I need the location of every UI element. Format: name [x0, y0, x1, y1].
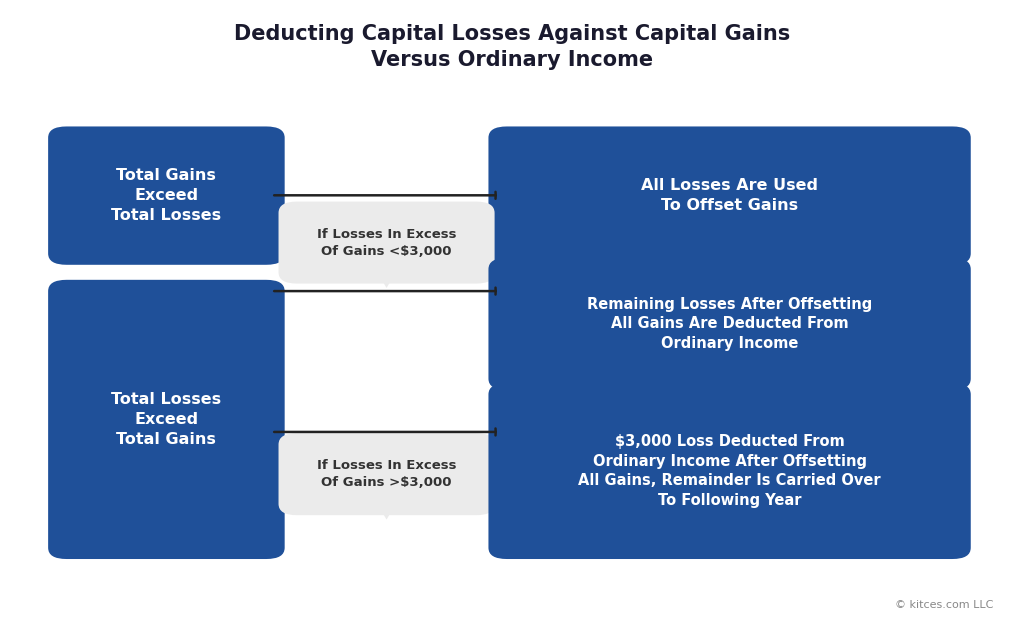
- Text: Total Gains
Exceed
Total Losses: Total Gains Exceed Total Losses: [112, 168, 221, 223]
- FancyBboxPatch shape: [488, 126, 971, 265]
- Text: Total Losses
Exceed
Total Gains: Total Losses Exceed Total Gains: [112, 392, 221, 447]
- Text: Deducting Capital Losses Against Capital Gains
Versus Ordinary Income: Deducting Capital Losses Against Capital…: [233, 24, 791, 70]
- FancyBboxPatch shape: [279, 433, 495, 515]
- Polygon shape: [377, 272, 395, 288]
- Text: Remaining Losses After Offsetting
All Gains Are Deducted From
Ordinary Income: Remaining Losses After Offsetting All Ga…: [587, 297, 872, 351]
- FancyBboxPatch shape: [488, 383, 971, 559]
- FancyBboxPatch shape: [48, 280, 285, 559]
- Text: If Losses In Excess
Of Gains >$3,000: If Losses In Excess Of Gains >$3,000: [316, 459, 457, 489]
- FancyBboxPatch shape: [488, 258, 971, 390]
- Text: $3,000 Loss Deducted From
Ordinary Income After Offsetting
All Gains, Remainder : $3,000 Loss Deducted From Ordinary Incom…: [579, 434, 881, 508]
- FancyBboxPatch shape: [279, 202, 495, 284]
- Text: If Losses In Excess
Of Gains <$3,000: If Losses In Excess Of Gains <$3,000: [316, 228, 457, 257]
- Polygon shape: [377, 504, 395, 520]
- Text: © kitces.com LLC: © kitces.com LLC: [895, 600, 993, 610]
- FancyBboxPatch shape: [48, 126, 285, 265]
- Text: All Losses Are Used
To Offset Gains: All Losses Are Used To Offset Gains: [641, 178, 818, 213]
